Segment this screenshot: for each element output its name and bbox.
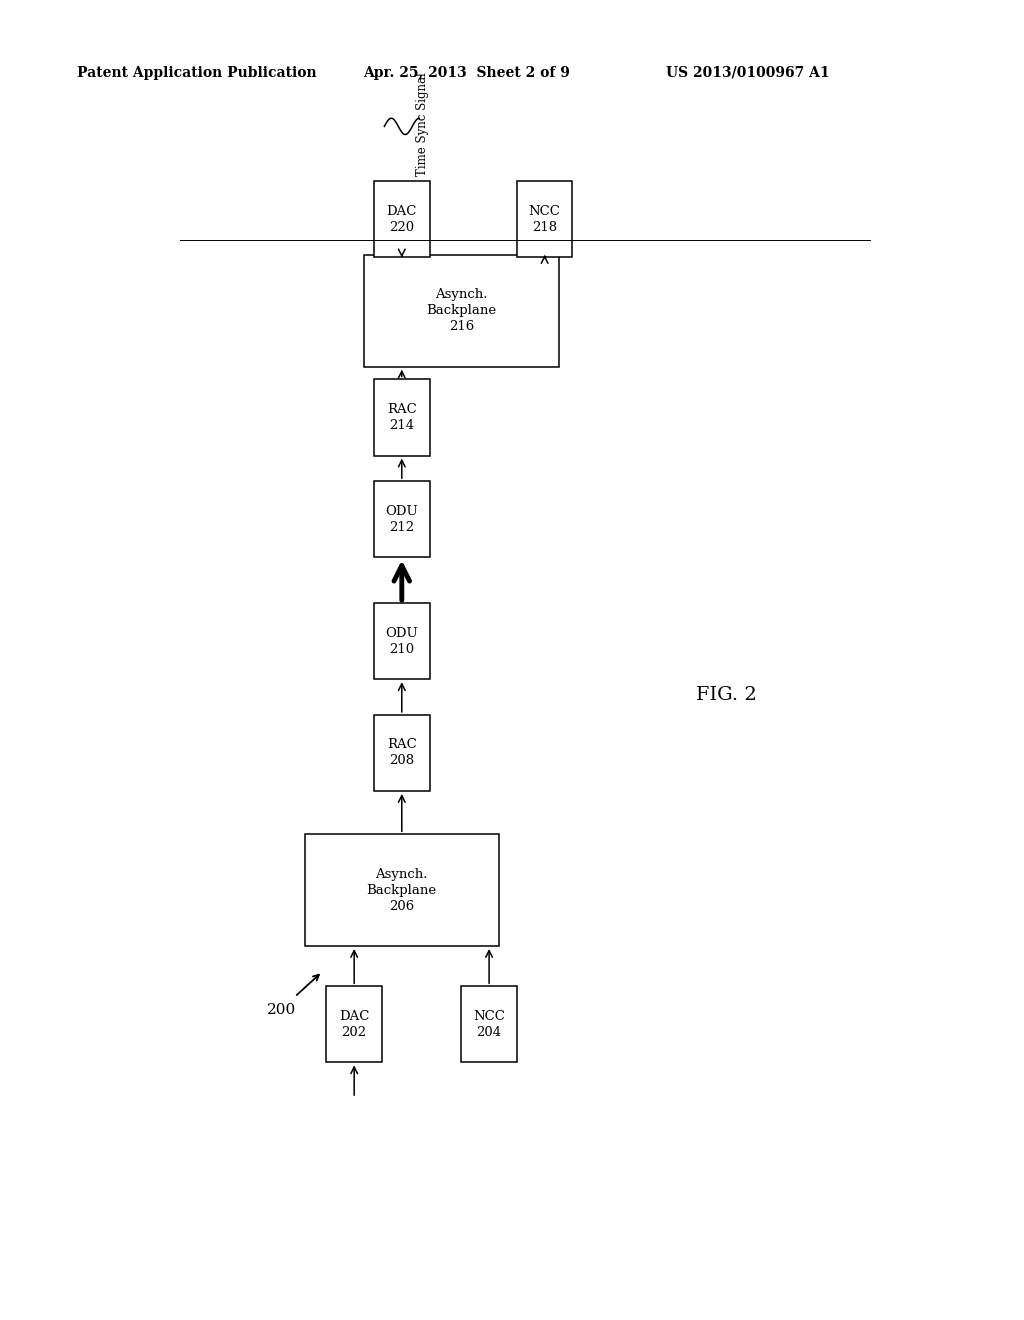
Bar: [374, 379, 430, 455]
Text: RAC
208: RAC 208: [387, 738, 417, 767]
Bar: [374, 715, 430, 791]
Text: DAC
220: DAC 220: [387, 205, 417, 234]
Text: Time Sync Signal: Time Sync Signal: [416, 73, 429, 176]
Text: NCC
204: NCC 204: [473, 1010, 505, 1039]
Text: Asynch.
Backplane
216: Asynch. Backplane 216: [426, 288, 497, 334]
Text: ODU
210: ODU 210: [385, 627, 418, 656]
Bar: [304, 834, 499, 946]
Bar: [374, 480, 430, 557]
Text: US 2013/0100967 A1: US 2013/0100967 A1: [666, 66, 829, 79]
Bar: [365, 255, 558, 367]
Bar: [327, 986, 382, 1063]
Text: Asynch.
Backplane
206: Asynch. Backplane 206: [367, 867, 437, 912]
Text: FIG. 2: FIG. 2: [696, 685, 757, 704]
Bar: [462, 986, 517, 1063]
Text: NCC
218: NCC 218: [528, 205, 560, 234]
Text: DAC
202: DAC 202: [339, 1010, 370, 1039]
Text: ODU
212: ODU 212: [385, 504, 418, 533]
Text: 200: 200: [267, 1003, 296, 1018]
Bar: [517, 181, 572, 257]
Text: RAC
214: RAC 214: [387, 403, 417, 432]
Text: Apr. 25, 2013  Sheet 2 of 9: Apr. 25, 2013 Sheet 2 of 9: [364, 66, 570, 79]
Text: Patent Application Publication: Patent Application Publication: [77, 66, 316, 79]
Bar: [374, 181, 430, 257]
Bar: [374, 603, 430, 680]
